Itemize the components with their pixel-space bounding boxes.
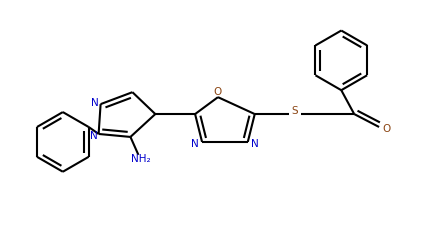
Text: N: N <box>91 98 98 108</box>
Text: O: O <box>214 87 222 97</box>
Text: N: N <box>251 138 259 148</box>
Text: O: O <box>382 123 390 134</box>
Text: N: N <box>90 131 98 140</box>
Text: S: S <box>291 106 298 116</box>
Text: N: N <box>191 138 199 148</box>
Text: NH₂: NH₂ <box>130 153 150 163</box>
